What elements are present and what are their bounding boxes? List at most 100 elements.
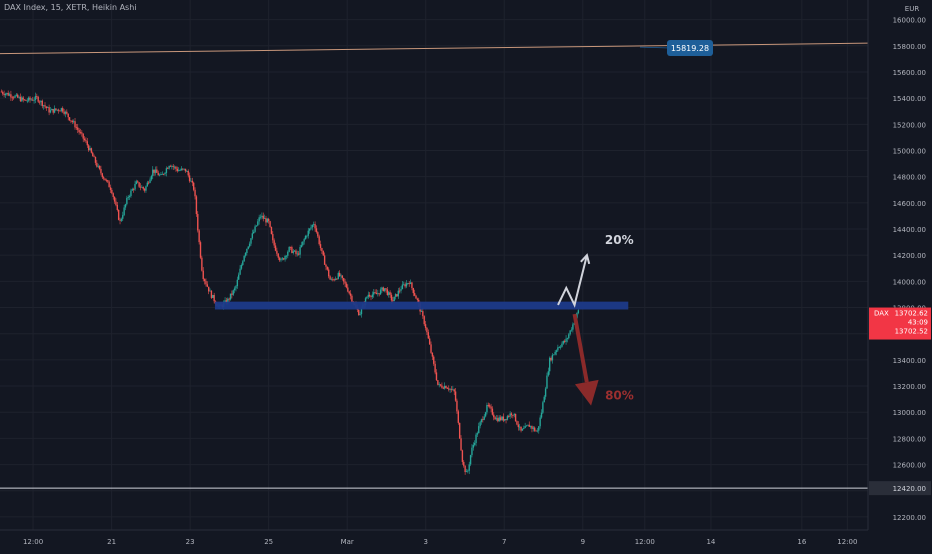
candle-body (263, 218, 266, 219)
candle-body (471, 447, 473, 456)
last-price-prev: 13702.52 (895, 328, 928, 336)
candle-body (18, 96, 20, 98)
candle-body (426, 327, 428, 333)
candle-body (303, 239, 305, 242)
candle-body (411, 282, 413, 289)
candle-body (351, 295, 353, 302)
candle-body (393, 296, 395, 302)
candle-body (285, 255, 288, 257)
candle-body (183, 168, 185, 170)
candle-body (10, 94, 12, 98)
candle-body (491, 408, 494, 415)
candle-body (332, 279, 334, 281)
candle-body (27, 97, 30, 101)
candle-body (307, 230, 309, 236)
candle-body (191, 180, 194, 183)
candle-body (17, 94, 19, 98)
y-tick-label: 12600.00 (893, 462, 926, 470)
candle-body (134, 184, 136, 190)
candle-body (509, 413, 511, 417)
candle-body (463, 461, 465, 466)
candle-body (186, 171, 188, 172)
candle-body (102, 177, 105, 179)
y-tick-label: 13000.00 (893, 409, 926, 417)
x-tick-label: 3 (423, 538, 427, 546)
candle-body (557, 347, 559, 351)
candle-body (162, 173, 165, 175)
candle-body (386, 289, 389, 295)
candle-body (104, 178, 106, 181)
candle-body (333, 279, 335, 281)
scenario-up-path[interactable] (557, 254, 588, 308)
candle-body (195, 196, 198, 215)
candle-body (173, 166, 176, 168)
resistance-zone[interactable] (214, 301, 629, 310)
candle-body (546, 375, 548, 389)
candle-body (48, 107, 50, 113)
candle-body (453, 389, 455, 392)
candle-body (64, 111, 67, 114)
candle-body (520, 426, 522, 431)
candle-body (548, 357, 551, 372)
candle-body (513, 413, 515, 416)
candle-body (182, 168, 184, 170)
candle-body (565, 338, 567, 342)
candle-body (532, 427, 535, 429)
candle-body (310, 227, 312, 229)
candle-body (347, 287, 349, 292)
candle-body (30, 99, 33, 101)
y-tick-label: 14600.00 (893, 200, 926, 208)
candle-body (326, 266, 329, 270)
candle-body (117, 209, 120, 220)
candle-body (336, 278, 338, 280)
candle-body (38, 101, 41, 103)
candle-body (2, 92, 4, 94)
candle-body (550, 357, 552, 361)
candle-body (244, 253, 247, 256)
candle-body (169, 165, 172, 167)
candle-body (563, 340, 566, 342)
candle-body (358, 309, 360, 316)
candle-body (44, 105, 46, 107)
candle-body (472, 444, 475, 448)
callout-pointer[interactable] (639, 46, 671, 49)
candle-body (300, 245, 303, 248)
candle-body (79, 132, 82, 134)
candle-body (404, 284, 406, 287)
candle-body (302, 241, 304, 246)
candle-body (277, 253, 279, 258)
drawings[interactable]: 15819.28 20% 80% (0, 40, 869, 489)
candle-body (270, 226, 273, 235)
scenario-down-arrowhead (574, 379, 599, 406)
x-tick-label: 12:00 (837, 538, 857, 546)
candle-body (398, 290, 401, 292)
candle-body (231, 293, 233, 295)
candle-body (403, 284, 405, 286)
candle-body (527, 424, 529, 426)
scenario-down-shaft[interactable] (572, 313, 589, 383)
candle-body (63, 111, 65, 114)
candle-body (120, 218, 123, 221)
candle-body (480, 419, 483, 423)
candle-body (207, 286, 210, 292)
candle-body (97, 165, 99, 167)
candle-body (344, 281, 346, 284)
candle-body (132, 189, 135, 190)
candle-body (131, 189, 134, 191)
trend-line[interactable] (0, 42, 869, 55)
candle-body (479, 422, 481, 427)
candle-body (314, 224, 316, 229)
candle-body (446, 388, 449, 389)
candle-body (228, 298, 230, 300)
candle-body (179, 170, 181, 171)
candle-body (139, 186, 142, 188)
candle-body (203, 279, 206, 282)
candle-body (115, 201, 117, 205)
scenario-up-label: 20% (605, 233, 634, 247)
candle-body (443, 385, 446, 389)
price-callout-box[interactable] (667, 40, 713, 56)
candle-body (156, 169, 158, 173)
